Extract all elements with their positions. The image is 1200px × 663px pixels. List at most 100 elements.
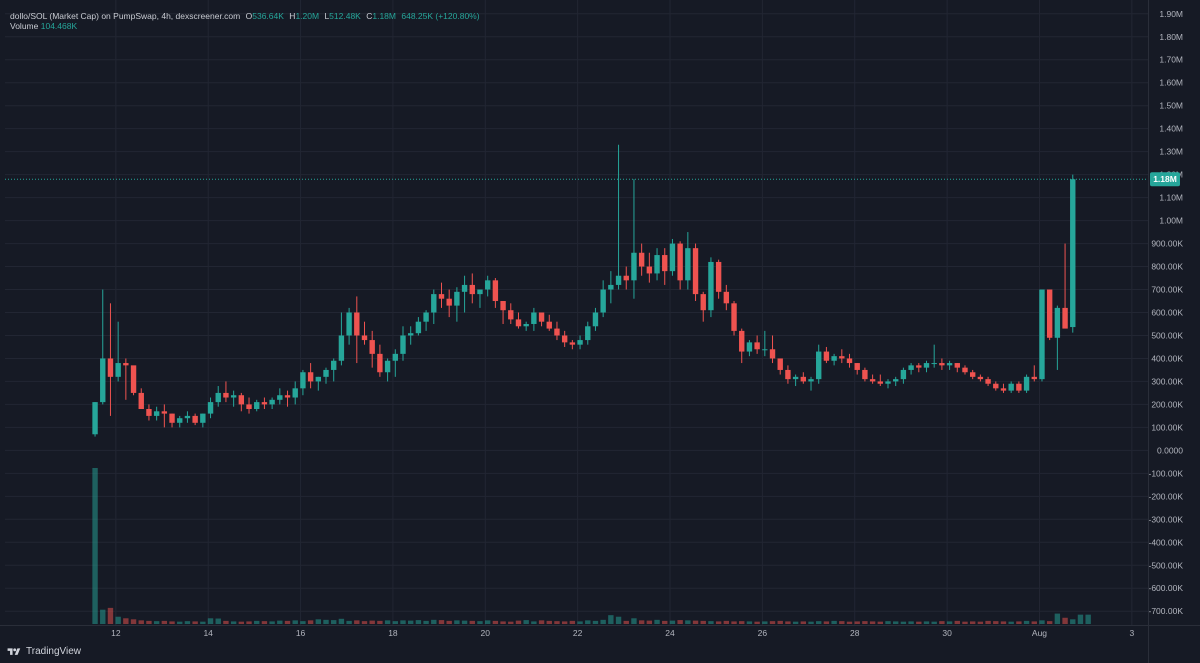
volume-bar [346, 620, 352, 624]
candle-body [446, 298, 452, 306]
candle-body [762, 349, 768, 351]
volume-bar [1039, 620, 1045, 624]
candle-body [169, 413, 175, 423]
volume-bar [893, 621, 899, 624]
x-tick-label: 16 [296, 628, 306, 638]
volume-bar [823, 621, 830, 624]
candle-body [854, 363, 860, 370]
y-tick-label: 500.00K [1151, 330, 1183, 340]
y-tick-label: -500.00K [1149, 560, 1184, 570]
y-tick-label: 1.60M [1159, 78, 1183, 88]
y-tick-label: 100.00K [1151, 422, 1183, 432]
candle-body [954, 363, 960, 368]
volume-bar [192, 621, 198, 624]
volume-bar [146, 620, 152, 624]
candle-body [638, 252, 645, 267]
close-value: 1.18M [372, 11, 396, 21]
candle-body [831, 356, 837, 361]
candle-body [615, 275, 622, 285]
volume-legend: Volume 104.468K [10, 21, 77, 31]
volume-bar [800, 621, 807, 624]
y-tick-label: -600.00K [1149, 583, 1184, 593]
volume-bar [1008, 621, 1014, 624]
candle-body [1031, 376, 1037, 380]
volume-bar [677, 620, 683, 624]
volume-bar [538, 620, 545, 624]
volume-bar [715, 621, 722, 624]
volume-bar [269, 621, 275, 624]
volume-bar [169, 621, 175, 624]
volume-bar [369, 620, 375, 624]
volume-bar [1070, 619, 1076, 624]
candle-body [754, 342, 760, 350]
volume-bar [954, 620, 960, 624]
volume-bar [692, 620, 699, 624]
volume-bar [777, 620, 783, 624]
volume-bar [877, 621, 883, 624]
volume-bar [238, 621, 245, 624]
candle-body [115, 363, 121, 377]
volume-bar [508, 621, 514, 624]
volume-bar [354, 620, 360, 624]
y-tick-label: 700.00K [1151, 285, 1183, 295]
volume-bar [300, 621, 306, 624]
y-tick-label: 800.00K [1151, 262, 1183, 272]
volume-bar [569, 620, 576, 624]
volume-bar [338, 618, 345, 624]
volume-bar [638, 620, 645, 624]
volume-bar [762, 621, 768, 624]
volume-bar [908, 621, 914, 624]
candle-body [677, 243, 683, 281]
candle-body [354, 312, 360, 336]
open-value: 536.64K [252, 11, 284, 21]
volume-bar [515, 620, 522, 624]
x-tick-label: 22 [573, 628, 583, 638]
candle-body [646, 266, 653, 274]
low-label: L [324, 11, 330, 21]
volume-bar [223, 620, 229, 624]
candle-body [423, 312, 429, 322]
candle-body [92, 402, 98, 435]
candle-body [331, 360, 337, 370]
candle-body [392, 353, 398, 361]
candle-body [200, 413, 206, 423]
candle-body [908, 365, 914, 370]
grid-lines [5, 0, 1148, 625]
candle-body [123, 363, 129, 366]
y-tick-label: 1.50M [1159, 101, 1183, 111]
volume-bar [292, 620, 298, 624]
candle-body [1046, 289, 1053, 338]
volume-bar [592, 620, 599, 624]
candle-body [631, 252, 637, 281]
candle-body [254, 402, 260, 410]
candle-body [153, 411, 160, 416]
candle-body [377, 353, 383, 373]
y-tick-label: 1.40M [1159, 124, 1183, 134]
candle-body [900, 369, 907, 380]
candle-body [569, 342, 576, 345]
tradingview-brand[interactable]: TradingView [6, 646, 81, 657]
candle-body [669, 243, 676, 272]
candle-body [708, 261, 714, 311]
candle-body [985, 379, 991, 384]
volume-bar [816, 621, 822, 624]
y-tick-label: -700.00K [1149, 606, 1184, 616]
volume-bar [454, 620, 460, 624]
candle-body [1000, 388, 1007, 391]
candle-body [700, 294, 706, 311]
volume-bar [723, 620, 730, 624]
y-tick-label: 1.90M [1159, 9, 1183, 19]
candle-body [800, 376, 807, 382]
candle-body [554, 328, 560, 336]
volume-bar [331, 620, 337, 624]
candle-body [1039, 289, 1045, 380]
volume-bar [323, 619, 329, 624]
candle-body [323, 369, 329, 377]
candle-body [477, 289, 483, 295]
candles [92, 144, 1076, 437]
candle-body [438, 294, 445, 299]
volume-bar [431, 619, 437, 624]
high-value: 1.20M [295, 11, 320, 21]
y-tick-label: 900.00K [1151, 239, 1183, 249]
